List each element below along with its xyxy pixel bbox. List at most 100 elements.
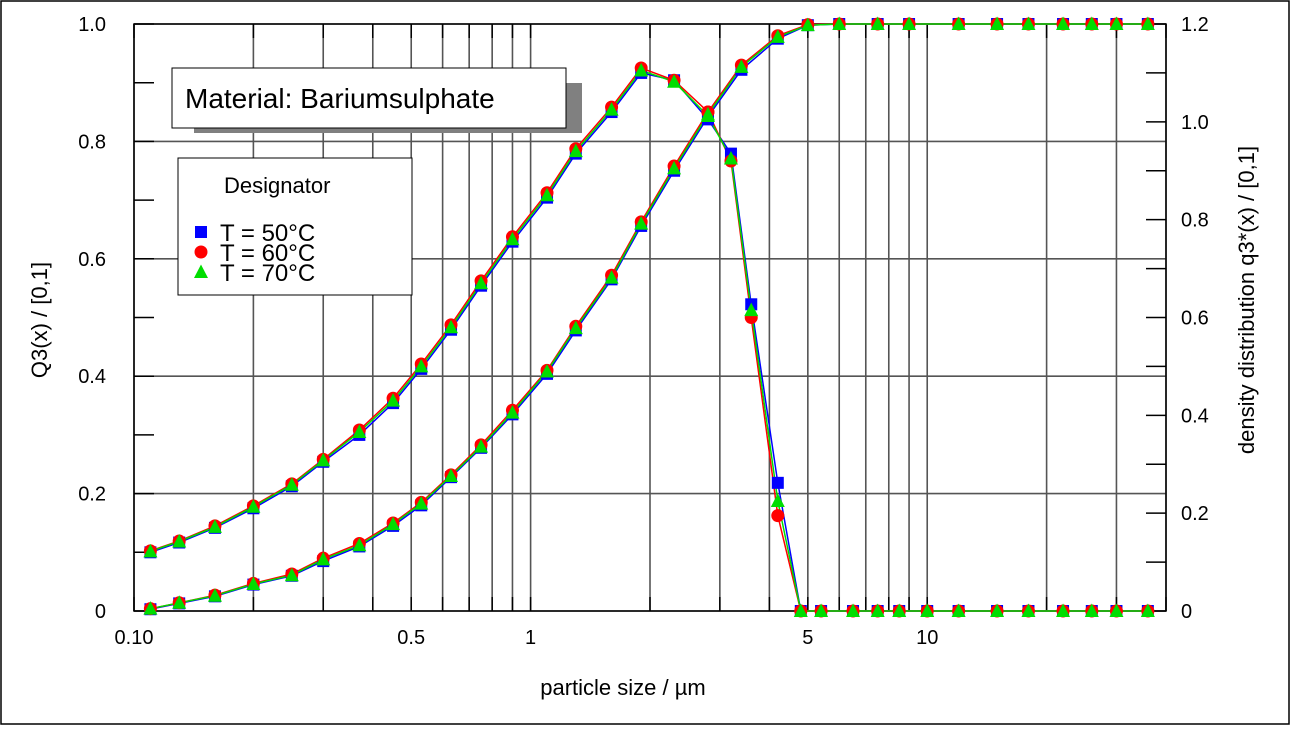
y2-tick-label: 0.2: [1181, 503, 1209, 525]
density-point: [414, 358, 429, 373]
density-point: [316, 452, 331, 467]
density-point: [723, 151, 738, 165]
cumulative-point: [540, 364, 555, 378]
cumulative-point: [1056, 16, 1071, 30]
cumulative-point: [800, 17, 815, 32]
cumulative-point: [1021, 16, 1036, 30]
density-point: [352, 424, 367, 438]
cumulative-point: [990, 16, 1005, 30]
cumulative-point: [634, 216, 649, 230]
x-tick-label: 0.5: [397, 627, 425, 649]
legend-marker: [194, 264, 208, 278]
density-point: [207, 519, 222, 533]
density-point: [892, 603, 907, 617]
density-point: [246, 499, 261, 513]
cumulative-point: [444, 468, 459, 482]
legend-entry-label: T = 60°C: [220, 240, 315, 267]
material-annotation-box: Material: Bariumsulphate: [171, 67, 582, 133]
annotation-frame: [171, 67, 567, 129]
density-point: [1140, 603, 1155, 617]
y2-tick-label: 0.6: [1181, 308, 1209, 330]
density-point: [667, 74, 682, 88]
density-point: [172, 534, 187, 548]
x-axis-label: particle size / µm: [540, 675, 706, 700]
density-point: [568, 143, 583, 158]
legend-frame: [177, 157, 413, 296]
density-point: [604, 102, 619, 116]
density-point: [951, 603, 966, 617]
density-point: [1084, 603, 1099, 617]
density-point: [143, 543, 158, 558]
y-tick-label: 0.8: [78, 131, 106, 153]
legend-entry-label: T = 70°C: [220, 260, 315, 287]
cumulative-point: [316, 551, 331, 566]
cumulative-point: [246, 576, 261, 590]
cumulative-point: [568, 320, 583, 335]
density-point: [386, 393, 401, 407]
annotation-text: Material: Bariumsulphate: [185, 83, 495, 114]
cumulative-point: [1140, 16, 1155, 30]
legend-title: Designator: [224, 173, 330, 198]
y2-tick-label: 0.4: [1181, 405, 1209, 427]
density-point: [474, 275, 489, 290]
legend-entries: T = 50°CT = 60°CT = 70°C: [194, 220, 315, 287]
legend-entry-label: T = 50°C: [220, 220, 315, 247]
density-point: [770, 493, 785, 507]
cumulative-point: [352, 537, 367, 552]
cumulative-point: [951, 16, 966, 30]
cumulative-point: [207, 588, 222, 602]
density-point: [1109, 603, 1124, 617]
cumulative-point: [414, 496, 429, 510]
density-point: [744, 302, 759, 317]
y-tick-label: 0: [95, 601, 106, 623]
x-tick-label: 0.10: [115, 627, 154, 649]
y2-tick-label: 1.0: [1181, 112, 1209, 134]
density-point: [920, 603, 935, 617]
density-point: [1021, 603, 1036, 617]
y-tick-label: 0.2: [78, 484, 106, 506]
density-curve: [150, 69, 1148, 612]
cumulative-point: [667, 160, 682, 175]
density-point: [793, 603, 808, 617]
y2-tick-label: 1.2: [1181, 14, 1209, 36]
cumulative-point: [386, 516, 401, 531]
axes-layer: 0 0.2 0.4 0.6 0.8 1.0 0 0.2 0.4 0.6 0.8 1.0 1.2 0.10 0…: [78, 14, 1209, 649]
x-tick-label: 10: [916, 627, 938, 649]
x-tick-label: 1: [525, 627, 536, 649]
density-point: [505, 231, 520, 246]
x-tick-label: 5: [802, 627, 813, 649]
density-point: [540, 187, 555, 202]
y-axis-label: Q3(x) / [0,1]: [27, 262, 52, 378]
density-point: [814, 603, 829, 617]
cumulative-point: [1084, 16, 1099, 30]
density-point: [634, 62, 649, 77]
cumulative-point: [870, 16, 885, 30]
density-point: [700, 108, 715, 122]
plot-frame: [133, 23, 1167, 612]
cumulative-point: [770, 29, 785, 43]
cumulative-point: [143, 601, 158, 615]
density-point: [990, 603, 1005, 617]
y-tick-label: 0.4: [78, 366, 106, 388]
density-point: [846, 603, 861, 617]
cumulative-point: [172, 595, 187, 609]
cumulative-point: [604, 270, 619, 284]
cumulative-point: [1109, 16, 1124, 30]
cumulative-point: [505, 405, 520, 419]
legend-marker: [194, 245, 208, 259]
density-point: [771, 476, 784, 489]
y-tick-label: 1.0: [78, 14, 106, 36]
cumulative-point: [474, 439, 489, 453]
density-point: [444, 319, 459, 334]
cumulative-point: [284, 567, 299, 582]
cumulative-point: [734, 59, 749, 73]
legend-marker: [195, 226, 207, 238]
y2-tick-label: 0.8: [1181, 210, 1209, 232]
legend: Designator T = 50°CT = 60°CT = 70°C: [177, 157, 413, 296]
density-point: [284, 477, 299, 491]
y2-tick-label: 0: [1181, 601, 1192, 623]
cumulative-point: [832, 16, 847, 30]
cumulative-point: [902, 16, 917, 30]
